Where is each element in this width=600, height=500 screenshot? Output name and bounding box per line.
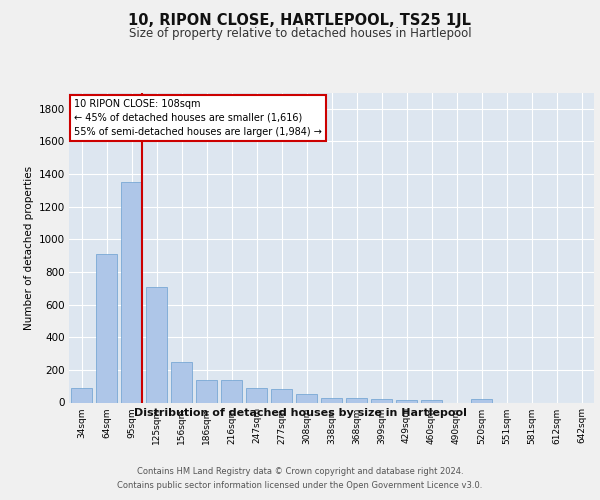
Bar: [246, 388, 267, 402]
Bar: [71, 388, 92, 402]
Bar: [146, 286, 167, 403]
Bar: [371, 399, 392, 402]
Text: 10, RIPON CLOSE, HARTLEPOOL, TS25 1JL: 10, RIPON CLOSE, HARTLEPOOL, TS25 1JL: [128, 12, 472, 28]
Text: Distribution of detached houses by size in Hartlepool: Distribution of detached houses by size …: [134, 408, 466, 418]
Bar: [296, 394, 317, 402]
Y-axis label: Number of detached properties: Number of detached properties: [25, 166, 34, 330]
Bar: [96, 254, 117, 402]
Bar: [321, 398, 342, 402]
Bar: [196, 380, 217, 402]
Bar: [421, 400, 442, 402]
Bar: [471, 399, 492, 402]
Bar: [221, 380, 242, 402]
Text: 10 RIPON CLOSE: 108sqm
← 45% of detached houses are smaller (1,616)
55% of semi-: 10 RIPON CLOSE: 108sqm ← 45% of detached…: [74, 98, 322, 136]
Bar: [396, 400, 417, 402]
Text: Contains HM Land Registry data © Crown copyright and database right 2024.: Contains HM Land Registry data © Crown c…: [137, 468, 463, 476]
Bar: [121, 182, 142, 402]
Bar: [171, 362, 192, 403]
Text: Size of property relative to detached houses in Hartlepool: Size of property relative to detached ho…: [128, 28, 472, 40]
Text: Contains public sector information licensed under the Open Government Licence v3: Contains public sector information licen…: [118, 481, 482, 490]
Bar: [346, 398, 367, 402]
Bar: [271, 388, 292, 402]
